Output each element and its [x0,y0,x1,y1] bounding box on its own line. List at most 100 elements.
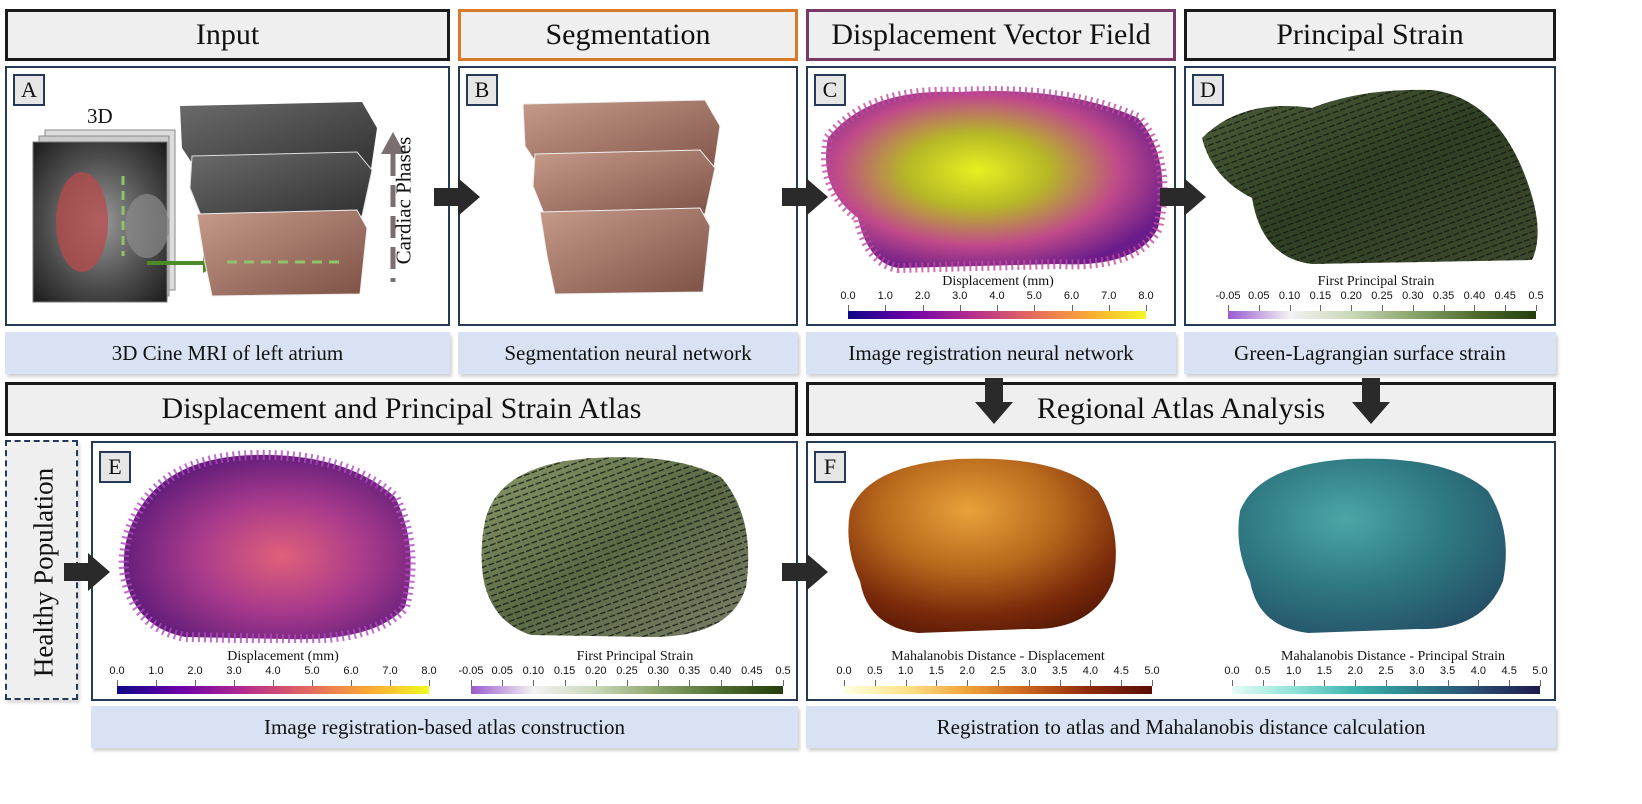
panel-a: A 3D Cardiac Phases [5,66,450,326]
colorbar-tick-label: 1.0 [877,290,893,302]
colorbar-title: First Principal Strain [1317,274,1435,289]
colorbar-tick-label: 0.45 [1494,290,1516,302]
colorbar-tick [1416,680,1418,686]
colorbar-tick-label: 1.5 [1316,665,1333,677]
principal-strain-render [1202,89,1538,265]
colorbar-gradient [844,686,1152,694]
cardiac-phases-arrow-icon [381,132,405,282]
colorbar-tick-label: 4.5 [1501,665,1517,677]
colorbar-tick-label: 7.0 [382,665,398,677]
colorbar-tick [1324,680,1326,686]
colorbar-maha-displacement: 0.0 0.5 1.0 1.5 2.0 2.5 3.0 3.5 4.0 4.5 5.0 [836,665,1160,697]
colorbar-strain-d: -0.05 0.05 0.10 0.15 0.20 0.25 0.30 0.35 0.40 0.4… [1215,290,1544,322]
panel-b: B [458,66,798,326]
colorbar-tick [885,305,887,311]
colorbar-tick [627,680,628,686]
right-arrow-icon [1160,178,1206,216]
colorbar-tick [1540,680,1541,686]
colorbar-tick [1258,305,1260,311]
caption-input-text: 3D Cine MRI of left atrium [111,340,344,365]
colorbar-tick [1474,305,1476,311]
caption-regional: Registration to atlas and Mahalanobis di… [806,706,1556,748]
colorbar-gradient [848,311,1146,319]
colorbar-tick [1443,305,1445,311]
caption-atlas-text: Image registration-based atlas construct… [264,714,625,739]
colorbar-tick-label: 0.0 [840,290,856,302]
badge-f-text: F [823,454,837,479]
panel-f-badge: F [814,451,846,483]
colorbar-tick [689,680,691,686]
colorbar-tick [922,305,924,311]
badge-c-text: C [822,77,838,102]
colorbar-tick-label: 0.15 [553,665,576,677]
colorbar-tick-label: 3.0 [1021,665,1037,677]
colorbar-tick-label: 1.0 [148,665,164,677]
colorbar-tick [564,680,566,686]
panel-d: D First Principal Strain -0.05 0.05 0.10 0.… [1184,66,1556,326]
colorbar-tick-label: 2.5 [990,665,1006,677]
colorbar-tick [429,680,430,686]
caption-registration-text: Image registration neural network [848,340,1134,365]
colorbar-tick-label: 0.0 [109,665,125,677]
colorbar-tick-label: 2.0 [914,290,931,302]
colorbar-tick [1536,305,1537,311]
right-arrow-icon [782,553,828,591]
caption-segmentation-text: Segmentation neural network [504,340,752,365]
colorbar-tick [595,680,597,686]
colorbar-tick [1289,305,1291,311]
colorbar-tick-label: 5.0 [1144,665,1160,677]
colorbar-tick-label: 0.0 [836,665,852,677]
header-atlas-text: Displacement and Principal Strain Atlas [161,392,642,425]
colorbar-tick-label: 7.0 [1101,290,1117,302]
atlas-strain-render [481,457,749,637]
colorbar-tick [1505,305,1507,311]
colorbar-tick-label: 4.0 [1470,665,1487,677]
colorbar-tick [1355,680,1357,686]
colorbar-tick [312,680,313,686]
caption-atlas: Image registration-based atlas construct… [91,706,798,748]
mahalanobis-displacement-render [848,458,1116,633]
colorbar-tick [848,305,849,311]
colorbar-title: Displacement (mm) [942,274,1054,289]
colorbar-tick-label: 5.0 [1026,290,1042,302]
caption-strain: Green-Lagrangian surface strain [1184,332,1556,374]
colorbar-tick-label: 0.25 [1371,290,1393,302]
caption-registration: Image registration neural network [806,332,1176,374]
colorbar-tick-label: 3.5 [1051,665,1068,677]
colorbar-tick [874,680,876,686]
colorbar-tick [1293,680,1295,686]
colorbar-tick-label: 5.0 [304,665,320,677]
colorbar-tick [1232,680,1233,686]
atrium-phase-stack [180,102,377,297]
colorbar-tick [1108,305,1110,311]
panel-b-badge: B [466,74,498,106]
header-principal-strain: Principal Strain [1184,9,1556,61]
colorbar-tick [195,680,196,686]
colorbar-tick [351,680,352,686]
caption-segmentation: Segmentation neural network [458,332,798,374]
colorbar-tick [1386,680,1387,686]
colorbar-tick-label: 2.5 [1378,665,1394,677]
colorbar-tick [1228,305,1229,311]
colorbar-tick-label: 1.0 [1285,665,1302,677]
header-input: Input [5,9,450,61]
colorbar-tick [1034,305,1036,311]
right-arrow-icon [64,553,110,591]
colorbar-tick-label: 0.30 [647,665,669,677]
panel-e-badge: E [99,451,131,483]
badge-e-text: E [108,454,122,479]
header-regional: Regional Atlas Analysis [806,382,1556,436]
colorbar-tick [1121,680,1123,686]
colorbar-tick [1071,305,1073,311]
header-input-text: Input [195,18,260,51]
colorbar-tick-label: 4.0 [265,665,281,677]
colorbar-tick [783,680,784,686]
colorbar-tick [1478,680,1480,686]
colorbar-tick-label: 1.0 [897,665,914,677]
colorbar-tick [502,680,504,686]
label-3d: 3D [87,104,113,128]
colorbar-tick [1351,305,1353,311]
atlas-displacement-render [118,449,416,643]
down-arrow-icon [975,378,1013,424]
colorbar-tick [1320,305,1322,311]
